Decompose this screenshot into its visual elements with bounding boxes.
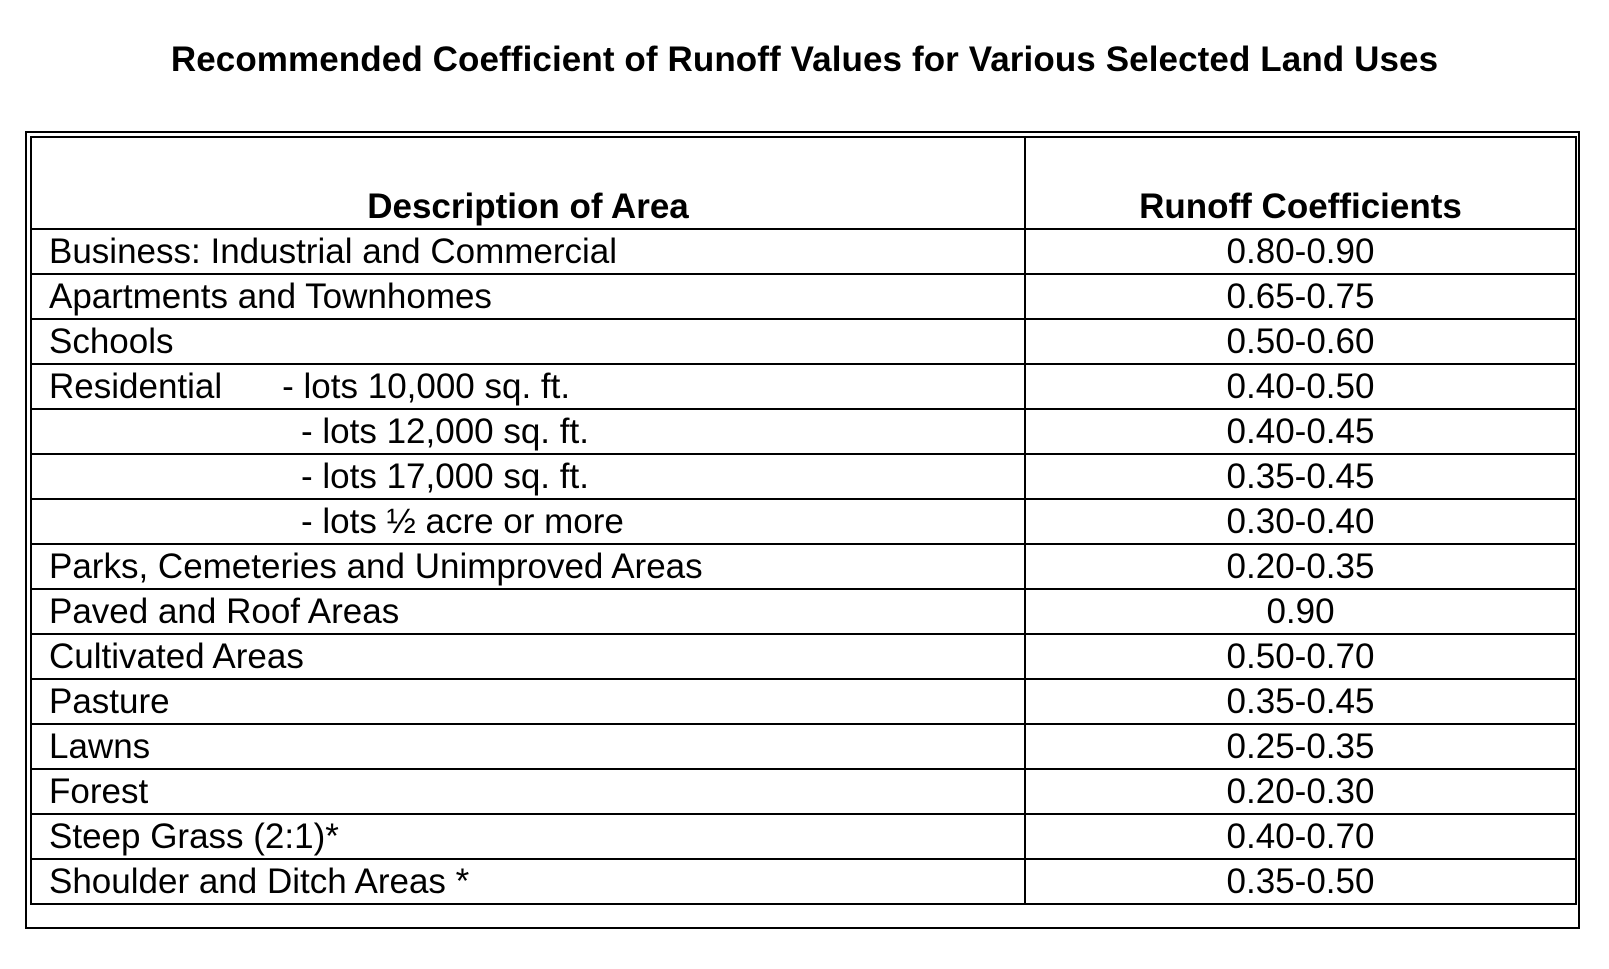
row-sub-description: - lots 17,000 sq. ft. [30, 453, 1026, 500]
row-coefficient: 0.90 [1024, 588, 1577, 635]
row-description: Pasture [30, 678, 1026, 725]
row-description: Parks, Cemeteries and Unimproved Areas [30, 543, 1026, 590]
table-row: - lots ½ acre or more 0.30-0.40 [30, 498, 1577, 545]
row-description: Paved and Roof Areas [30, 588, 1026, 635]
table-row: Parks, Cemeteries and Unimproved Areas 0… [30, 543, 1577, 590]
row-description: Forest [30, 768, 1026, 815]
table-row: Apartments and Townhomes 0.65-0.75 [30, 273, 1577, 320]
table-row: Shoulder and Ditch Areas * 0.35-0.50 [30, 858, 1577, 905]
table-row: Lawns 0.25-0.35 [30, 723, 1577, 770]
table-row: Cultivated Areas 0.50-0.70 [30, 633, 1577, 680]
table-row: - lots 17,000 sq. ft. 0.35-0.45 [30, 453, 1577, 500]
row-sub-description: - lots 10,000 sq. ft. [282, 366, 571, 406]
table-row: Residential - lots 10,000 sq. ft. 0.40-0.… [30, 363, 1577, 410]
table-header-row: Description of Area Runoff Coefficients [30, 136, 1577, 230]
table-row: Forest 0.20-0.30 [30, 768, 1577, 815]
table-outer-border [25, 131, 1580, 929]
row-description: Shoulder and Ditch Areas * [30, 858, 1026, 905]
table-row: Steep Grass (2:1)* 0.40-0.70 [30, 813, 1577, 860]
row-description: Apartments and Townhomes [30, 273, 1026, 320]
header-coefficients: Runoff Coefficients [1024, 136, 1577, 230]
row-coefficient: 0.20-0.30 [1024, 768, 1577, 815]
row-coefficient: 0.35-0.45 [1024, 678, 1577, 725]
row-coefficient: 0.30-0.40 [1024, 498, 1577, 545]
runoff-table: Description of Area Runoff Coefficients … [30, 136, 1577, 905]
table-row: Pasture 0.35-0.45 [30, 678, 1577, 725]
row-coefficient: 0.40-0.70 [1024, 813, 1577, 860]
row-sub-description: - lots 12,000 sq. ft. [30, 408, 1026, 455]
row-description: Steep Grass (2:1)* [30, 813, 1026, 860]
header-description: Description of Area [30, 136, 1026, 230]
row-coefficient: 0.50-0.70 [1024, 633, 1577, 680]
row-description: Schools [30, 318, 1026, 365]
row-coefficient: 0.80-0.90 [1024, 228, 1577, 275]
row-coefficient: 0.40-0.45 [1024, 408, 1577, 455]
row-description: Business: Industrial and Commercial [30, 228, 1026, 275]
table-row: - lots 12,000 sq. ft. 0.40-0.45 [30, 408, 1577, 455]
row-coefficient: 0.25-0.35 [1024, 723, 1577, 770]
row-description-residential: Residential - lots 10,000 sq. ft. [30, 363, 1026, 410]
residential-label: Residential [49, 366, 223, 406]
table-row: Schools 0.50-0.60 [30, 318, 1577, 365]
row-coefficient: 0.35-0.50 [1024, 858, 1577, 905]
table-row: Paved and Roof Areas 0.90 [30, 588, 1577, 635]
row-description: Cultivated Areas [30, 633, 1026, 680]
row-coefficient: 0.20-0.35 [1024, 543, 1577, 590]
row-coefficient: 0.65-0.75 [1024, 273, 1577, 320]
row-coefficient: 0.40-0.50 [1024, 363, 1577, 410]
page-title: Recommended Coefficient of Runoff Values… [170, 40, 1439, 79]
row-coefficient: 0.50-0.60 [1024, 318, 1577, 365]
row-sub-description: - lots ½ acre or more [30, 498, 1026, 545]
row-description: Lawns [30, 723, 1026, 770]
row-coefficient: 0.35-0.45 [1024, 453, 1577, 500]
table-row: Business: Industrial and Commercial 0.80… [30, 228, 1577, 275]
